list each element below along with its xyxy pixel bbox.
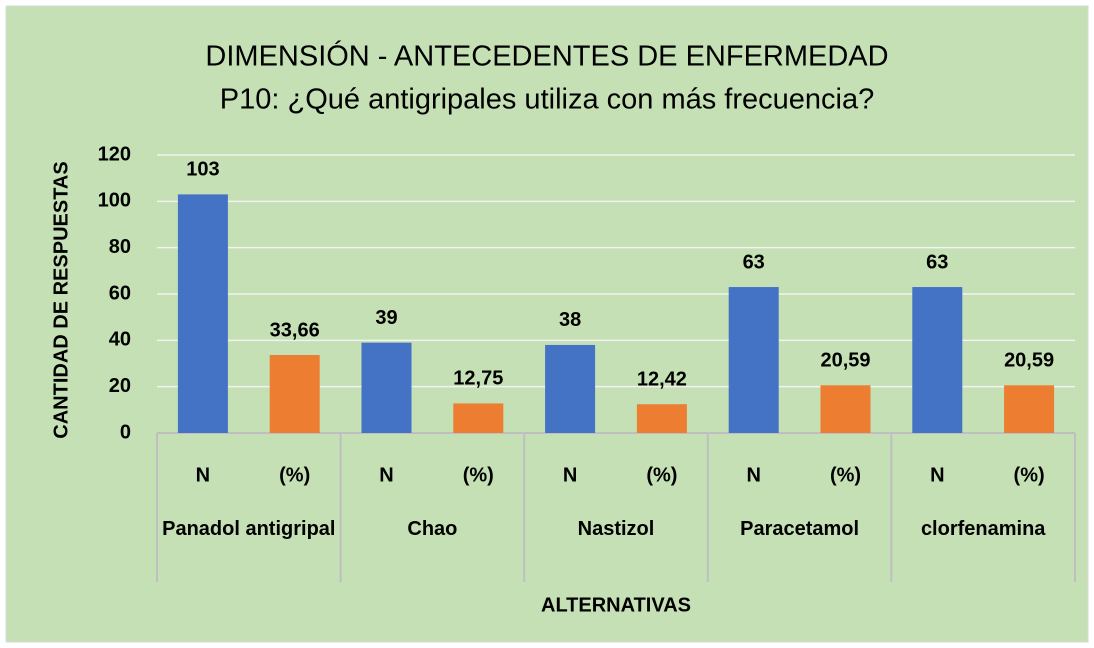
data-label: 39: [375, 307, 397, 329]
x-subcategory-label: N: [746, 464, 760, 486]
x-category-label: Panadol antigripal: [162, 518, 336, 540]
x-category-label: Chao: [407, 518, 458, 540]
data-label: 63: [926, 251, 948, 273]
data-label: 103: [186, 159, 219, 181]
x-category-label: Nastizol: [577, 518, 655, 540]
x-subcategory-label: N: [196, 464, 210, 486]
y-tick-label: 40: [109, 329, 131, 351]
data-label: 20,59: [1004, 350, 1054, 372]
bar: [545, 344, 596, 433]
bar: [361, 342, 412, 433]
y-tick-label: 80: [109, 236, 131, 258]
chart-title: DIMENSIÓN - ANTECEDENTES DE ENFERMEDAD: [205, 40, 888, 73]
bar: [636, 404, 687, 433]
data-label: 38: [559, 309, 581, 331]
x-subcategory-label: N: [930, 464, 944, 486]
y-tick-label: 20: [109, 375, 131, 397]
y-tick-label: 100: [98, 190, 131, 212]
x-subcategory-label: (%): [1014, 464, 1045, 486]
bar: [269, 355, 320, 433]
data-label: 12,42: [637, 369, 687, 391]
data-label: 12,75: [453, 368, 503, 390]
bar: [912, 287, 963, 433]
x-category-label: clorfenamina: [920, 518, 1046, 540]
data-label: 33,66: [270, 319, 320, 341]
chart-subtitle: P10: ¿Qué antigripales utiliza con más f…: [220, 84, 874, 116]
data-label: 20,59: [820, 350, 870, 372]
y-tick-label: 0: [120, 421, 131, 443]
x-subcategory-label: N: [379, 464, 393, 486]
data-label: 63: [743, 251, 765, 273]
x-subcategory-label: (%): [279, 464, 310, 486]
x-subcategory-label: (%): [830, 464, 861, 486]
x-subcategory-label: (%): [646, 464, 677, 486]
bar: [1004, 385, 1055, 433]
bar: [177, 194, 228, 433]
x-category-label: Paracetamol: [740, 518, 860, 540]
bar: [820, 385, 871, 433]
bar: [453, 403, 504, 433]
x-subcategory-label: N: [563, 464, 577, 486]
x-subcategory-label: (%): [463, 464, 494, 486]
bar: [728, 287, 779, 433]
y-tick-label: 120: [98, 143, 131, 165]
y-tick-label: 60: [109, 282, 131, 304]
y-axis-title: CANTIDAD DE RESPUESTAS: [50, 161, 72, 438]
x-axis-title: ALTERNATIVAS: [541, 594, 691, 616]
